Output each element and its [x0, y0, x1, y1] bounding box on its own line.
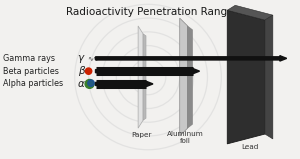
Polygon shape	[180, 18, 188, 136]
Polygon shape	[265, 15, 273, 139]
Circle shape	[88, 80, 94, 86]
Polygon shape	[227, 5, 273, 20]
Polygon shape	[227, 10, 265, 144]
Polygon shape	[138, 26, 143, 128]
FancyArrow shape	[95, 81, 153, 87]
Circle shape	[85, 80, 94, 88]
Text: Alpha particles: Alpha particles	[3, 80, 64, 88]
Text: Radioactivity Penetration Range: Radioactivity Penetration Range	[66, 7, 234, 17]
Text: Beta particles: Beta particles	[3, 67, 59, 76]
Text: Aluminum
foil: Aluminum foil	[167, 131, 204, 144]
Polygon shape	[188, 26, 193, 128]
Text: Paper: Paper	[131, 132, 152, 138]
Polygon shape	[143, 34, 146, 120]
Circle shape	[85, 68, 92, 74]
Text: ∿∿: ∿∿	[88, 55, 99, 61]
Text: Gamma rays: Gamma rays	[3, 54, 55, 63]
FancyArrow shape	[95, 56, 287, 61]
Text: Lead: Lead	[242, 144, 259, 150]
Text: γ: γ	[78, 53, 84, 63]
Text: β: β	[78, 66, 84, 76]
FancyArrow shape	[95, 68, 200, 74]
Text: α: α	[78, 79, 85, 89]
